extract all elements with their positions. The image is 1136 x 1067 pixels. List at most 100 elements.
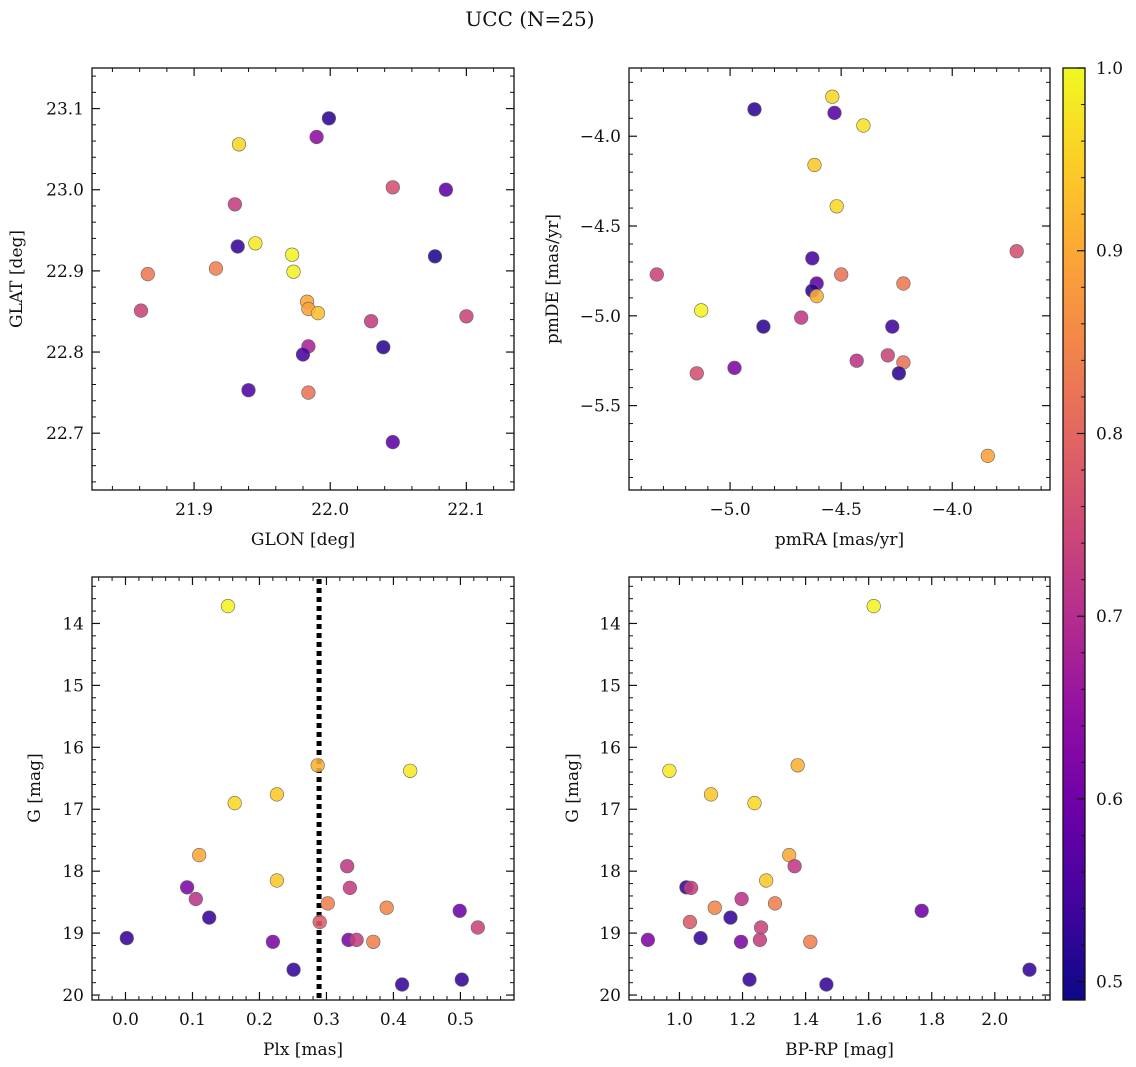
scatter-point — [682, 914, 698, 930]
y-axis-label: G [mag] — [25, 753, 45, 822]
scatter-point — [787, 859, 802, 874]
panel-plx-g: 0.0 0.1 0.2 0.3 0.4 0.5 14 15 16 17 18 19 20 Plx [ma… — [25, 576, 515, 1060]
scatter-point — [880, 348, 895, 363]
y-tick-label: 15 — [62, 676, 84, 696]
x-tick-label: −4.5 — [821, 500, 862, 520]
scatter-point — [310, 758, 325, 773]
y-tick-label: 19 — [62, 924, 84, 944]
x-axis-label: GLON [deg] — [251, 530, 355, 550]
scatter-point — [227, 795, 242, 811]
scatter-point — [723, 910, 738, 925]
scatter-point — [856, 118, 871, 133]
plot-area — [628, 576, 1051, 1001]
panel-proper-motion: −5.0 −4.5 −4.0 −5.5 −5.0 −4.5 −4.0 pmRA [mas/y… — [543, 67, 1051, 550]
scatter-point — [693, 930, 708, 946]
scatter-point — [202, 910, 217, 925]
scatter-point — [825, 89, 840, 104]
x-tick-label: 0.0 — [112, 1010, 139, 1030]
scatter-point — [192, 847, 207, 863]
y-axis-label: GLAT [deg] — [7, 230, 27, 328]
scatter-point — [683, 880, 699, 896]
axis-ticks: 1.0 1.2 1.4 1.6 1.8 2.0 14 15 16 17 18 19 20 — [599, 577, 1050, 1030]
y-tick-label: 19 — [599, 924, 621, 944]
x-tick-label: 1.2 — [729, 1010, 756, 1030]
scatter-point — [342, 880, 358, 896]
scatter-point — [827, 105, 842, 120]
x-tick-label: 0.4 — [380, 1010, 407, 1030]
scatter-point — [379, 900, 394, 915]
x-tick-label: 22.1 — [447, 500, 485, 520]
scatter-point — [395, 977, 410, 992]
scatter-point — [188, 891, 203, 907]
scatter-point — [295, 347, 311, 362]
scatter-point — [803, 934, 818, 949]
scatter-point — [310, 306, 326, 321]
y-tick-label: 18 — [62, 862, 84, 882]
scatter-point — [752, 932, 768, 948]
scatter-point — [807, 157, 822, 173]
scatter-point — [829, 199, 844, 214]
scatter-points — [640, 598, 1037, 992]
x-tick-label: −5.0 — [709, 500, 750, 520]
scatter-point — [753, 920, 769, 935]
colorbar-gradient — [1062, 67, 1086, 1001]
x-tick-label: 1.6 — [855, 1010, 882, 1030]
scatter-points — [649, 89, 1024, 464]
y-tick-label: 22.8 — [46, 343, 84, 363]
scatter-point — [734, 891, 749, 907]
colorbar-tick-label: 0.8 — [1096, 424, 1123, 444]
y-tick-label: −4.5 — [580, 217, 621, 237]
y-tick-label: 16 — [599, 738, 621, 758]
colorbar-tick-label: 1.0 — [1096, 59, 1123, 79]
y-tick-label: 17 — [599, 800, 621, 820]
y-tick-label: 18 — [599, 862, 621, 882]
scatter-point — [312, 914, 327, 930]
scatter-point — [320, 896, 335, 911]
figure-title: UCC (N=25) — [465, 7, 594, 31]
x-tick-label: 0.3 — [313, 1010, 340, 1030]
scatter-point — [180, 880, 195, 895]
colorbar-tick-label: 0.7 — [1096, 607, 1123, 627]
scatter-point — [640, 932, 656, 948]
x-tick-label: 1.8 — [918, 1010, 945, 1030]
scatter-point — [309, 129, 324, 145]
scatter-point — [459, 309, 474, 324]
scatter-point — [470, 920, 485, 935]
y-tick-label: 22.9 — [46, 262, 84, 282]
scatter-point — [230, 239, 245, 254]
scatter-point — [790, 758, 805, 773]
panel-cmd: 1.0 1.2 1.4 1.6 1.8 2.0 14 15 16 17 18 19 20 BP-RP [… — [563, 576, 1051, 1060]
scatter-point — [385, 180, 400, 195]
scatter-points — [133, 111, 474, 450]
axis-ticks: 0.0 0.1 0.2 0.3 0.4 0.5 14 15 16 17 18 19 20 — [62, 577, 515, 1030]
scatter-point — [1009, 244, 1024, 259]
scatter-point — [220, 598, 236, 614]
x-tick-label: 1.4 — [792, 1010, 819, 1030]
scatter-point — [742, 972, 757, 987]
x-tick-label: −4.0 — [932, 500, 973, 520]
panel-glon-glat: 21.9 22.0 22.1 22.7 22.8 22.9 23.0 23.1 GLON [d… — [7, 67, 515, 550]
scatter-point — [385, 435, 400, 450]
x-tick-label: 1.0 — [666, 1010, 693, 1030]
x-axis-label: BP-RP [mag] — [785, 1040, 894, 1060]
colorbar: 0.5 0.6 0.7 0.8 0.9 1.0 — [1062, 59, 1123, 1001]
colorbar-tick-label: 0.5 — [1096, 973, 1123, 993]
scatter-point — [269, 787, 285, 802]
scatter-point — [885, 319, 900, 334]
scatter-point — [809, 289, 824, 304]
scatter-point — [689, 366, 704, 381]
colorbar-ticks: 0.5 0.6 0.7 0.8 0.9 1.0 — [1077, 59, 1123, 993]
x-tick-label: 0.2 — [246, 1010, 273, 1030]
scatter-point — [231, 137, 247, 152]
colorbar-tick-label: 0.9 — [1096, 242, 1123, 262]
scatter-point — [208, 261, 223, 276]
scatter-point — [747, 102, 762, 117]
scatter-point — [133, 303, 149, 318]
scatter-point — [321, 111, 337, 126]
colorbar-tick-label: 0.6 — [1096, 790, 1123, 810]
axis-ticks: 21.9 22.0 22.1 22.7 22.8 22.9 23.0 23.1 — [46, 68, 514, 520]
y-tick-label: 14 — [599, 614, 621, 634]
scatter-point — [694, 303, 709, 318]
scatter-point — [896, 276, 911, 291]
scatter-point — [364, 314, 379, 329]
